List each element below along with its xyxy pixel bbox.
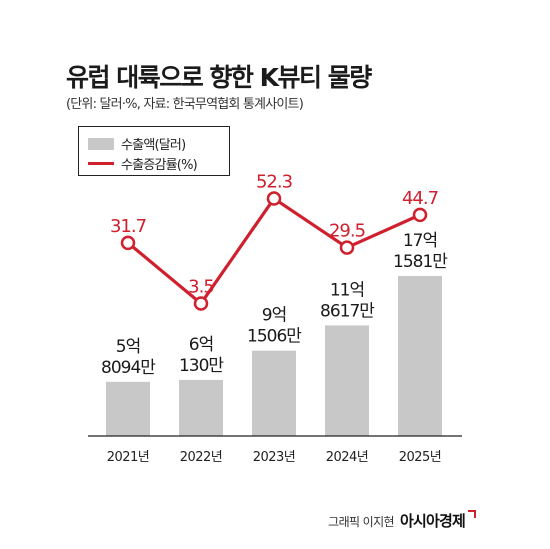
bar-value-label: 17억 xyxy=(403,231,437,251)
legend: 수출액(달러) 수출증감률(%) xyxy=(78,126,230,176)
publisher-logo-mark xyxy=(468,510,476,518)
bar-value-label: 8094만 xyxy=(101,358,156,378)
bar-value-label: 8617만 xyxy=(320,301,375,321)
line-value-label: 31.7 xyxy=(110,216,146,237)
bar-value-label: 5억 xyxy=(116,337,140,357)
bar-value-label: 1581만 xyxy=(393,252,448,272)
bar-value-label: 9억 xyxy=(262,306,286,326)
bar xyxy=(179,379,223,436)
chart-subtitle: (단위: 달러·%, 자료: 한국무역협회 통계사이트) xyxy=(66,97,304,112)
bar xyxy=(398,276,442,436)
legend-bar-swatch xyxy=(88,137,114,150)
bar xyxy=(106,381,150,436)
x-tick-label: 2025년 xyxy=(399,450,442,465)
line-point xyxy=(412,207,428,223)
line-point xyxy=(193,296,209,311)
graphic-credit: 그래픽 이지현 xyxy=(328,515,394,529)
line-point xyxy=(266,191,282,206)
bar-value-label: 1506만 xyxy=(247,327,302,347)
x-tick-label: 2021년 xyxy=(107,450,150,465)
bar-value-label: 130만 xyxy=(179,356,224,376)
legend-item-export-amount: 수출액(달러) xyxy=(88,134,186,153)
bar-value-label: 6억 xyxy=(189,335,213,355)
bar-value-label: 11억 xyxy=(330,280,364,300)
line-point xyxy=(120,235,136,251)
x-tick-label: 2023년 xyxy=(253,450,296,465)
line-value-label: 3.5 xyxy=(188,276,214,297)
x-tick-label: 2024년 xyxy=(326,450,369,465)
legend-label-export-amount: 수출액(달러) xyxy=(121,138,186,153)
x-tick-label: 2022년 xyxy=(180,450,223,465)
line-value-label: 44.7 xyxy=(402,188,438,209)
legend-label-growth-rate: 수출증감률(%) xyxy=(121,158,198,173)
chart-title: 유럽 대륙으로 향한 K뷰티 물량 xyxy=(66,63,372,92)
line-value-label: 29.5 xyxy=(329,221,365,242)
growth-rate-line xyxy=(126,196,421,306)
credit: 그래픽 이지현 아시아경제 xyxy=(328,510,476,531)
bar xyxy=(252,350,296,436)
legend-item-growth-rate: 수출증감률(%) xyxy=(88,154,198,173)
line-value-label: 52.3 xyxy=(256,172,293,193)
legend-line-swatch xyxy=(88,162,114,165)
publisher-logo: 아시아경제 xyxy=(399,512,466,530)
bar xyxy=(325,325,369,436)
line-point xyxy=(339,240,355,255)
